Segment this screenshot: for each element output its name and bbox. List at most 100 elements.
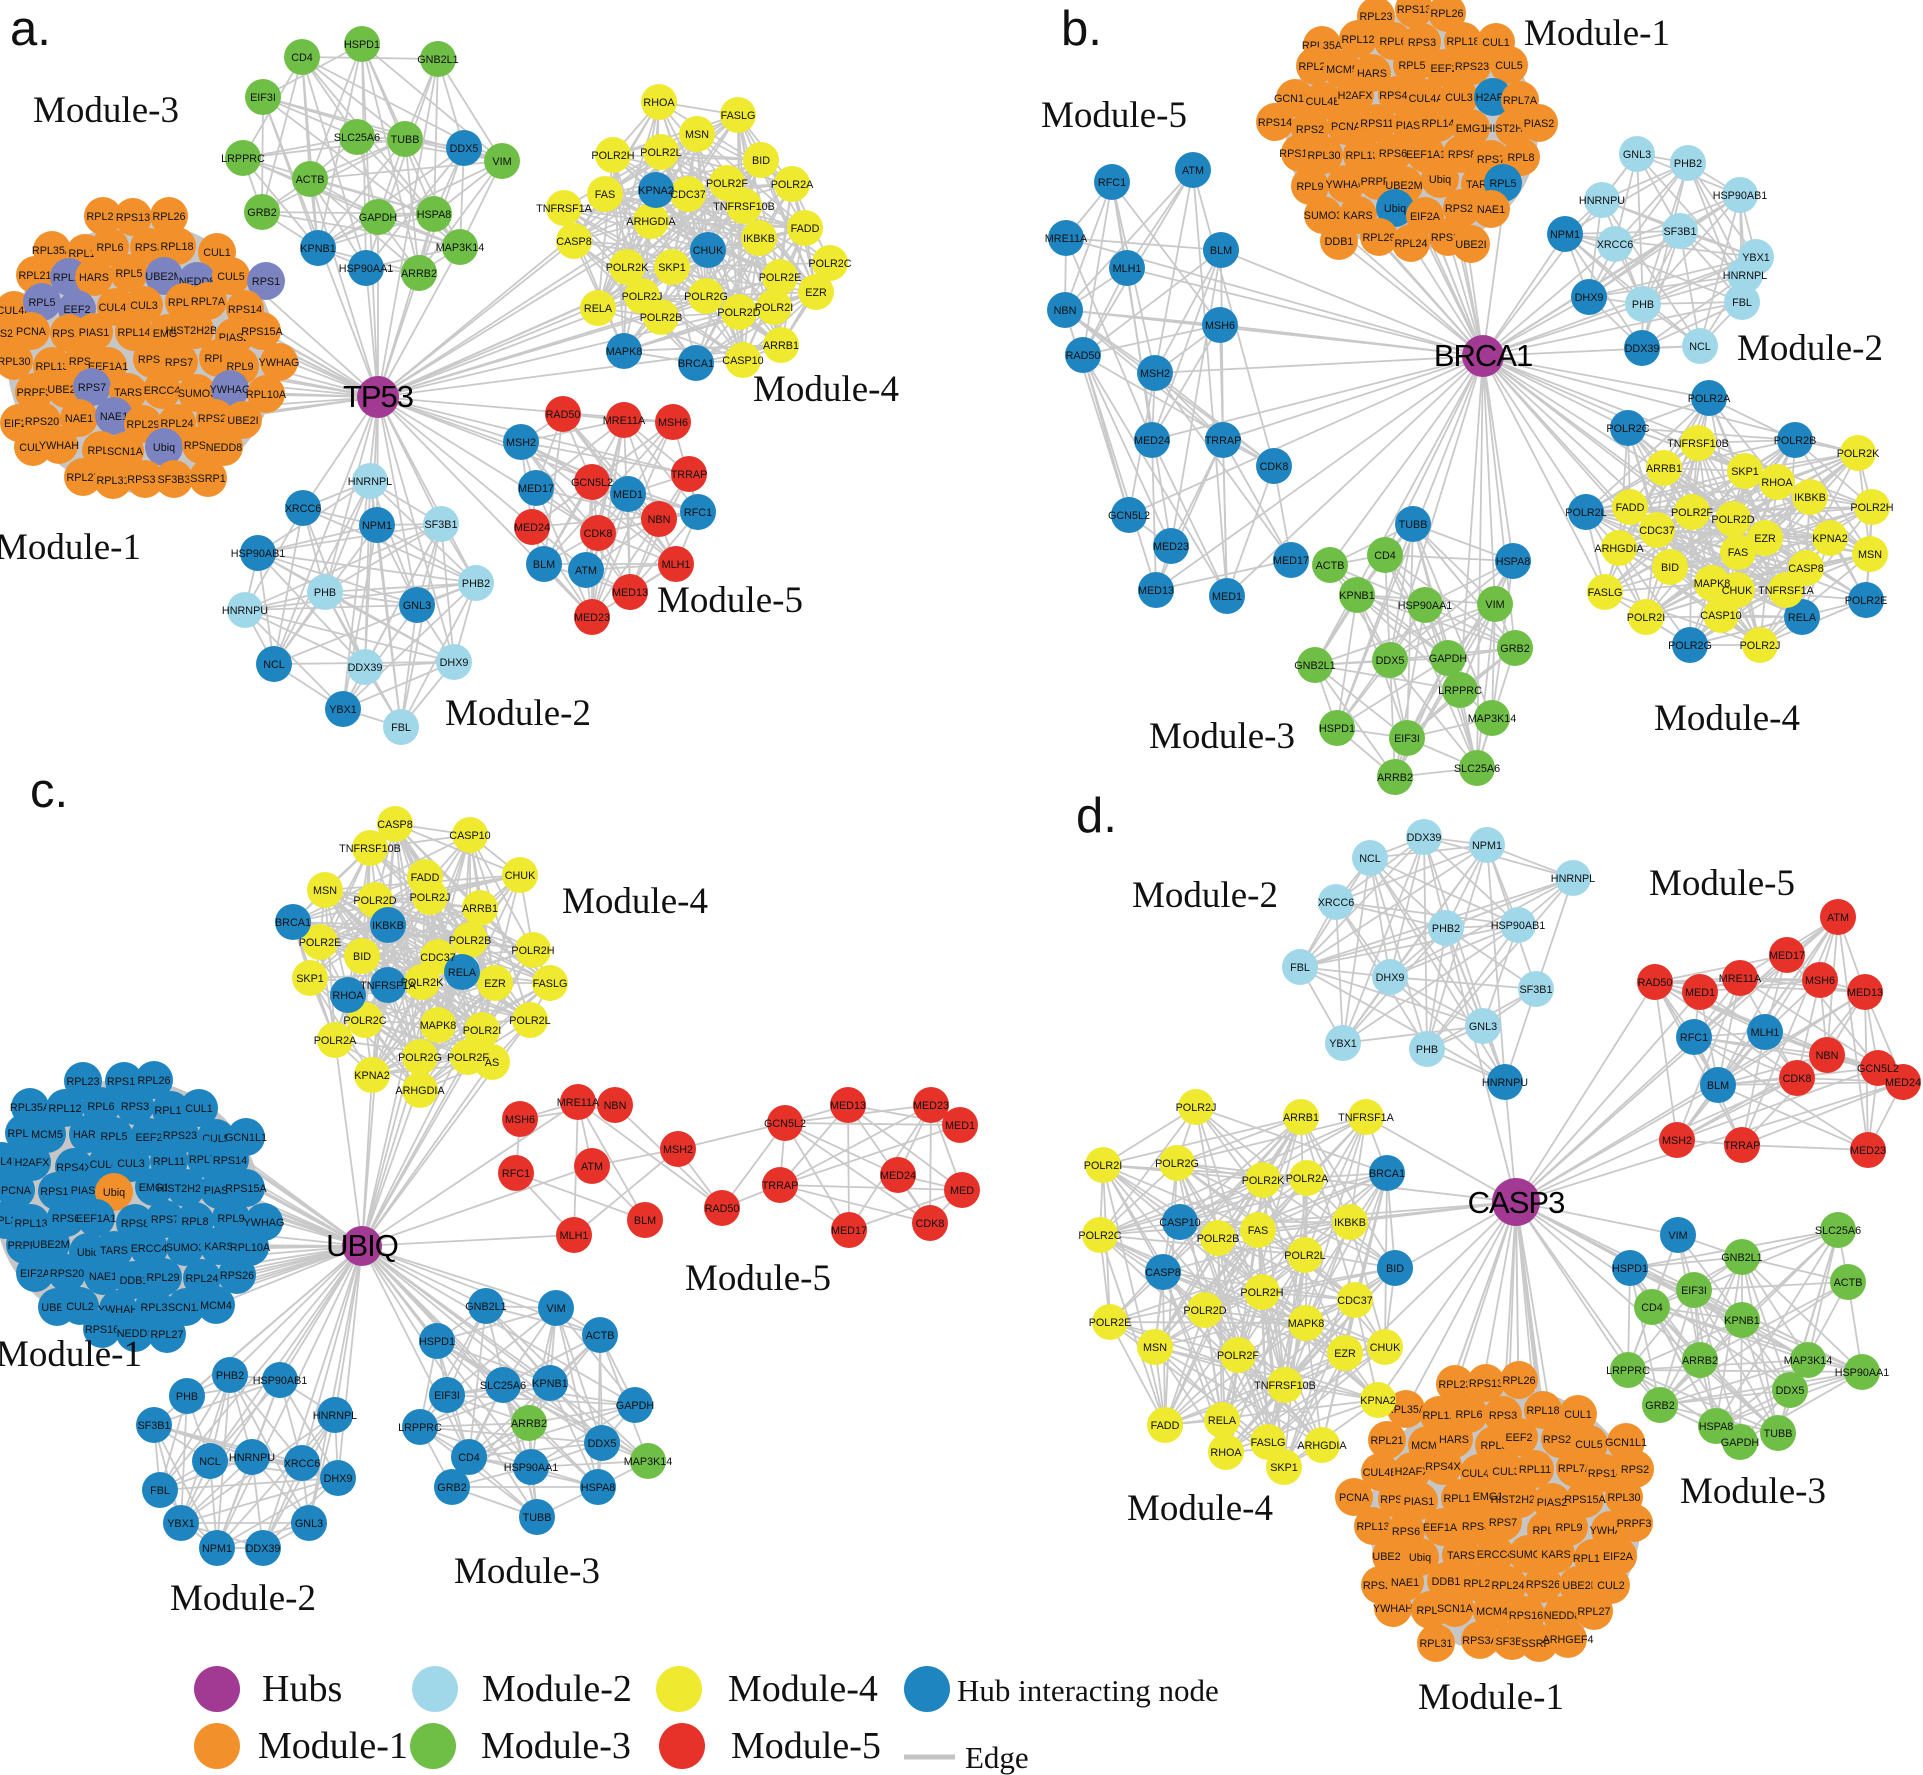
svg-text:POLR2E: POLR2E <box>1089 1317 1132 1329</box>
svg-text:RPL18: RPL18 <box>160 241 193 253</box>
svg-text:RPS14: RPS14 <box>213 1155 247 1167</box>
svg-text:Module-1: Module-1 <box>0 527 141 568</box>
svg-text:POLR2I: POLR2I <box>1627 612 1665 624</box>
svg-text:EIF3I: EIF3I <box>1681 1285 1707 1297</box>
svg-text:EZR: EZR <box>805 287 827 299</box>
svg-text:CASP8: CASP8 <box>1145 1267 1180 1279</box>
svg-text:RPL18: RPL18 <box>154 1105 187 1117</box>
svg-text:NBN: NBN <box>648 514 671 526</box>
svg-text:KARS: KARS <box>204 1241 233 1253</box>
svg-text:MED23: MED23 <box>913 1100 949 1112</box>
svg-text:POLR2C: POLR2C <box>343 1015 386 1027</box>
svg-text:HNRNPU: HNRNPU <box>1579 195 1625 207</box>
svg-text:ATM: ATM <box>1182 165 1204 177</box>
svg-text:RPS4X: RPS4X <box>56 1162 91 1174</box>
svg-text:MLH1: MLH1 <box>1113 263 1142 275</box>
svg-text:RPL24: RPL24 <box>185 1273 218 1285</box>
svg-text:HSP90AA1: HSP90AA1 <box>1835 1367 1890 1379</box>
svg-text:MAPK8: MAPK8 <box>420 1020 457 1032</box>
svg-text:RPL9: RPL9 <box>217 1213 244 1225</box>
svg-text:HNRNPL: HNRNPL <box>348 476 392 488</box>
svg-text:POLR2K: POLR2K <box>606 262 649 274</box>
svg-text:GCN1L1: GCN1L1 <box>225 1132 267 1144</box>
svg-text:HSP90AB1: HSP90AB1 <box>1491 920 1546 932</box>
svg-text:MED17: MED17 <box>831 1225 867 1237</box>
svg-text:CUL4A: CUL4A <box>1409 93 1445 105</box>
svg-text:RPS26: RPS26 <box>198 413 232 425</box>
svg-text:FADD: FADD <box>1616 502 1645 514</box>
svg-text:RPL30: RPL30 <box>1307 150 1340 162</box>
svg-text:TRRAP: TRRAP <box>1724 1140 1761 1152</box>
svg-text:BRCA1: BRCA1 <box>1369 1168 1405 1180</box>
svg-text:IKBKB: IKBKB <box>1794 492 1826 504</box>
svg-text:MSH6: MSH6 <box>1805 975 1835 987</box>
svg-text:ARHGDIA: ARHGDIA <box>626 216 676 228</box>
svg-text:RPL26: RPL26 <box>152 211 185 223</box>
svg-text:RPS8: RPS8 <box>138 354 166 366</box>
svg-text:GCN5L2: GCN5L2 <box>571 477 613 489</box>
svg-text:HNRNPL: HNRNPL <box>1723 270 1767 282</box>
svg-text:TRRAP: TRRAP <box>671 469 708 481</box>
svg-text:CUL5: CUL5 <box>1575 1439 1603 1451</box>
svg-text:EMG1: EMG1 <box>139 1182 170 1194</box>
svg-text:FADD: FADD <box>791 223 820 235</box>
svg-text:DDX5: DDX5 <box>450 143 479 155</box>
svg-text:NCL: NCL <box>263 659 285 671</box>
svg-text:RPL26: RPL26 <box>137 1075 170 1087</box>
svg-text:ARHGDIA: ARHGDIA <box>395 1085 445 1097</box>
svg-text:CDK8: CDK8 <box>1783 1073 1812 1085</box>
svg-text:POLR2A: POLR2A <box>1688 393 1731 405</box>
svg-text:TP53: TP53 <box>343 379 413 414</box>
svg-text:POLR2L: POLR2L <box>640 147 681 159</box>
svg-text:SLC25A6: SLC25A6 <box>1454 763 1500 775</box>
svg-text:DDB1: DDB1 <box>120 1275 149 1287</box>
svg-text:RPL14: RPL14 <box>1443 1493 1476 1505</box>
svg-text:GCN5L2: GCN5L2 <box>1857 1063 1899 1075</box>
svg-text:VIM: VIM <box>1668 1230 1687 1242</box>
svg-text:SKP1: SKP1 <box>658 262 686 274</box>
svg-text:CDK8: CDK8 <box>584 528 613 540</box>
svg-text:Ubiq: Ubiq <box>153 442 175 454</box>
svg-text:TRRAP: TRRAP <box>1205 435 1242 447</box>
svg-text:POLR2F: POLR2F <box>447 1052 489 1064</box>
svg-text:MSH2: MSH2 <box>663 1144 693 1156</box>
svg-text:UBE2I: UBE2I <box>1562 1580 1593 1592</box>
svg-text:RAD50: RAD50 <box>1638 977 1673 989</box>
svg-text:HSPA8: HSPA8 <box>1496 556 1531 568</box>
svg-text:CASP8: CASP8 <box>556 236 591 248</box>
svg-text:POLR2C: POLR2C <box>1078 1230 1121 1242</box>
svg-text:RHOA: RHOA <box>1761 477 1793 489</box>
svg-text:YBX1: YBX1 <box>167 1518 195 1530</box>
svg-text:RPS6: RPS6 <box>52 1213 80 1225</box>
svg-text:Module-3: Module-3 <box>481 1725 631 1767</box>
svg-text:MED24: MED24 <box>880 1170 916 1182</box>
svg-text:EIF3I: EIF3I <box>1394 733 1420 745</box>
svg-text:EEF2: EEF2 <box>1430 63 1457 75</box>
svg-text:ACTB: ACTB <box>586 1330 615 1342</box>
svg-text:RPL18: RPL18 <box>1446 36 1479 48</box>
svg-text:DDX39: DDX39 <box>1407 832 1442 844</box>
svg-text:EEF2: EEF2 <box>63 304 90 316</box>
svg-text:Module-5: Module-5 <box>1649 863 1795 904</box>
svg-text:MSH6: MSH6 <box>505 1114 535 1126</box>
svg-text:RPL23: RPL23 <box>1438 1379 1471 1391</box>
svg-text:NBN: NBN <box>1054 305 1077 317</box>
svg-text:b.: b. <box>1061 2 1102 56</box>
svg-text:POLR2A: POLR2A <box>314 1035 357 1047</box>
svg-text:PIAS1: PIAS1 <box>71 1185 102 1197</box>
svg-text:GCN1L1: GCN1L1 <box>1605 1437 1647 1449</box>
svg-text:RFC1: RFC1 <box>502 1168 530 1180</box>
svg-text:YWHAH: YWHAH <box>39 440 79 452</box>
svg-text:FAS: FAS <box>1248 1225 1268 1237</box>
svg-text:RPS13: RPS13 <box>116 212 150 224</box>
svg-text:GNB2L1: GNB2L1 <box>1721 1252 1762 1264</box>
svg-text:RPS15A: RPS15A <box>225 1183 267 1195</box>
svg-text:MED13: MED13 <box>612 587 648 599</box>
svg-text:Edge: Edge <box>965 1740 1029 1775</box>
svg-text:YWHAH: YWHAH <box>1373 1603 1413 1615</box>
svg-text:EEF1A1: EEF1A1 <box>1423 1522 1463 1534</box>
svg-text:EEF2: EEF2 <box>1505 1432 1532 1444</box>
svg-text:POLR2G: POLR2G <box>684 291 728 303</box>
svg-text:CD4: CD4 <box>458 1452 480 1464</box>
svg-text:UBE2M: UBE2M <box>1385 180 1422 192</box>
